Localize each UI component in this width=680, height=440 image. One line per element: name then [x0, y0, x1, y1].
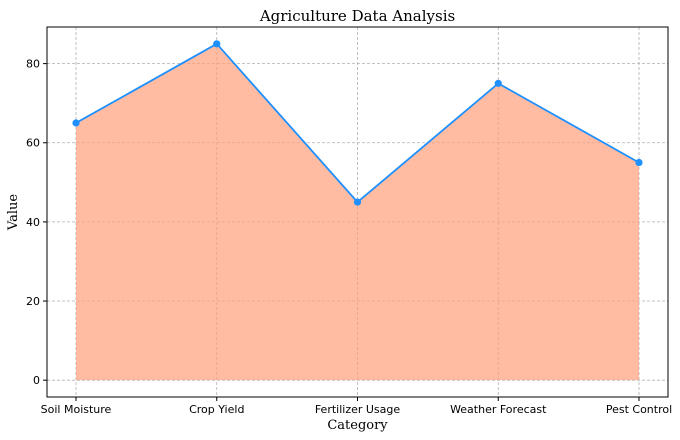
x-tick-label: Weather Forecast	[450, 403, 547, 416]
x-tick-label: Pest Control	[606, 403, 672, 416]
data-point	[72, 119, 80, 127]
x-axis-label: Category	[327, 418, 388, 433]
data-point	[213, 40, 221, 48]
y-tick-label: 20	[26, 295, 40, 308]
y-tick-label: 40	[26, 216, 40, 229]
y-axis: 0 20 40 60 80	[26, 58, 47, 387]
x-tick-label: Soil Moisture	[41, 403, 112, 416]
y-axis-label: Value	[6, 194, 21, 231]
area-layer	[76, 43, 639, 381]
data-point	[494, 79, 502, 87]
data-point	[353, 198, 362, 206]
y-tick-label: 0	[33, 374, 40, 387]
marker-layer	[72, 40, 643, 206]
x-tick-label: Crop Yield	[189, 403, 244, 416]
chart-title: Agriculture Data Analysis	[259, 7, 455, 25]
x-tick-label: Fertilizer Usage	[315, 403, 401, 416]
y-tick-label: 80	[26, 58, 40, 71]
area-fill	[76, 43, 639, 381]
y-tick-label: 60	[26, 137, 40, 150]
data-point	[635, 158, 643, 167]
x-axis: Soil Moisture Crop Yield Fertilizer Usage W…	[41, 397, 672, 416]
